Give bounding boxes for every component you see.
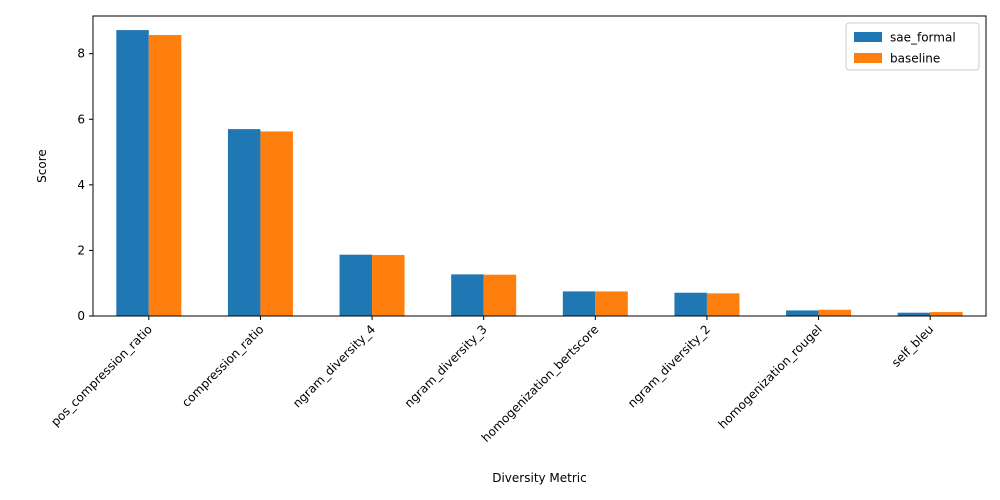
y-axis-title: Score [35, 149, 49, 183]
y-axis-ticks: 0 2 4 6 8 [77, 47, 93, 323]
plot-frame [92, 15, 987, 317]
bar-sae_formal-ngram_diversity_2 [674, 292, 707, 316]
legend-label-baseline: baseline [890, 52, 940, 66]
y-tick-label: 6 [77, 112, 85, 126]
legend-label-sae_formal: sae_formal [890, 31, 956, 45]
legend-swatch-baseline [854, 53, 882, 63]
bar-sae_formal-compression_ratio [227, 129, 261, 316]
bar-baseline-self_bleu [930, 312, 963, 316]
bar-baseline-homogenization_bertscore [595, 291, 628, 316]
legend-swatch-sae_formal [854, 32, 882, 42]
bar-baseline-pos_compression_ratio [148, 35, 182, 317]
bar-baseline-compression_ratio [260, 131, 293, 316]
bar-baseline-ngram_diversity_2 [706, 293, 740, 316]
bar-sae_formal-ngram_diversity_3 [451, 274, 484, 316]
bar-sae_formal-ngram_diversity_4 [339, 254, 373, 316]
bars-group [116, 30, 963, 317]
x-axis-title: Diversity Metric [492, 471, 587, 485]
bar-sae_formal-pos_compression_ratio [116, 30, 149, 317]
legend: sae_formal baseline [845, 22, 980, 71]
bar-baseline-ngram_diversity_3 [483, 274, 517, 316]
y-tick-label: 2 [77, 243, 85, 257]
bar-sae_formal-homogenization_rougel [786, 310, 819, 316]
bar-sae_formal-homogenization_bertscore [562, 291, 596, 316]
bar-baseline-homogenization_rougel [818, 309, 852, 316]
y-tick-label: 8 [77, 47, 85, 61]
bar-baseline-ngram_diversity_4 [372, 255, 405, 316]
y-tick-label: 4 [77, 178, 85, 192]
bar-sae_formal-self_bleu [897, 312, 931, 316]
y-tick-label: 0 [77, 309, 85, 323]
